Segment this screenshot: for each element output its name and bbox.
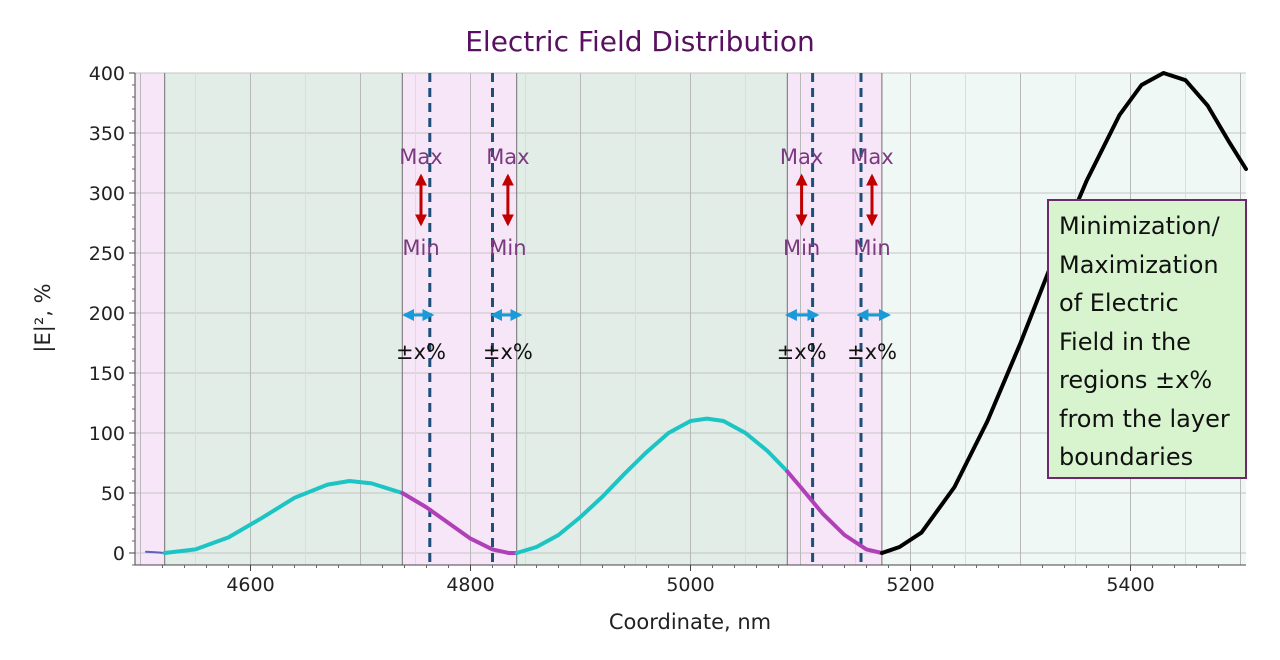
curve-segment — [879, 71, 1248, 555]
y-tick-label: 350 — [89, 123, 125, 145]
min-label: Min — [783, 236, 820, 260]
note-line: from the layer — [1059, 404, 1230, 433]
x-tick-label: 4600 — [226, 574, 274, 596]
layer-band — [516, 73, 788, 565]
chart-title: Electric Field Distribution — [465, 25, 815, 58]
y-tick-label: 100 — [89, 423, 125, 445]
max-label: Max — [486, 145, 529, 169]
y-tick-label: 50 — [101, 483, 125, 505]
y-tick-label: 300 — [89, 183, 125, 205]
field-curve — [145, 71, 1248, 555]
note-line: of Electric — [1059, 289, 1179, 317]
y-tick-label: 200 — [89, 303, 125, 325]
x-axis-label: Coordinate, nm — [609, 610, 771, 634]
max-label: Max — [780, 145, 823, 169]
note-line: boundaries — [1059, 443, 1194, 471]
note-line: regions ±x% — [1059, 366, 1213, 394]
x-tick-label: 5400 — [1106, 574, 1154, 596]
note-line: Field in the — [1059, 327, 1191, 356]
boundary-annotations: Max Min ±x% Max Min ±x% Max Min ±x% Max Min ±x% — [396, 145, 897, 364]
min-label: Min — [489, 236, 526, 260]
min-label: Min — [853, 236, 890, 260]
note-line: Maximization — [1059, 250, 1219, 279]
x-tick-label: 5200 — [886, 574, 934, 596]
curve-segment — [162, 479, 405, 555]
layer-band — [164, 73, 403, 565]
y-tick-label: 250 — [89, 243, 125, 265]
axes: 0 50 100 150 200 250 300 350 400 4600 4800 5000 5200… — [89, 63, 1246, 596]
curve-segment — [514, 416, 790, 555]
max-label: Max — [850, 145, 893, 169]
y-tick-label: 150 — [89, 363, 125, 385]
x-tick-label: 4800 — [446, 574, 494, 596]
annotation-note-box: Minimization/Maximization of Electric Fiel… — [1047, 199, 1247, 479]
percent-label: ±x% — [483, 340, 533, 364]
curve-segment — [400, 491, 519, 555]
percent-label: ±x% — [847, 340, 897, 364]
x-tick-label: 5000 — [666, 574, 714, 596]
y-tick-label: 400 — [89, 63, 125, 85]
y-tick-label: 0 — [113, 543, 125, 565]
note-line: Minimization/ — [1059, 212, 1220, 240]
curve-segment — [785, 469, 884, 555]
percent-label: ±x% — [396, 340, 446, 364]
percent-label: ±x% — [777, 340, 827, 364]
curve-segment — [145, 550, 166, 554]
y-axis-label: |E|², % — [31, 283, 56, 352]
layer-band — [135, 73, 165, 565]
min-label: Min — [402, 236, 439, 260]
max-label: Max — [399, 145, 442, 169]
